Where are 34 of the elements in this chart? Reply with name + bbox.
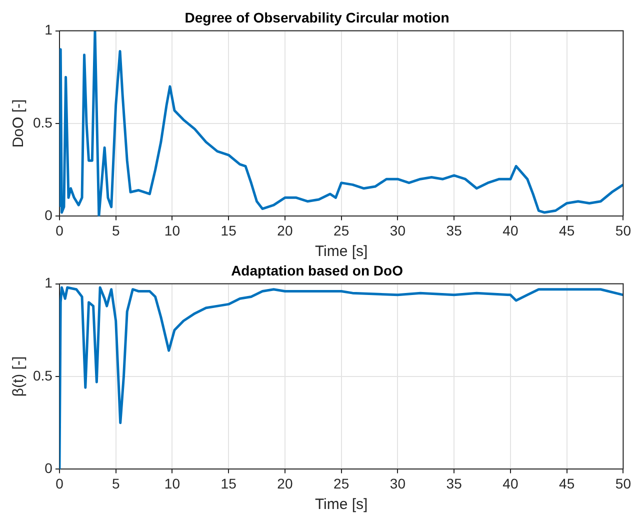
x-tick-label: 30 xyxy=(390,222,406,238)
y-tick-label: 1 xyxy=(44,274,53,291)
x-tick-label: 5 xyxy=(112,222,120,238)
x-tick-label: 25 xyxy=(334,475,350,492)
x-tick-label: 50 xyxy=(615,475,632,492)
x-tick-label: 0 xyxy=(56,475,64,492)
y-axis-title: β(t) [-] xyxy=(10,356,28,397)
y-tick-label: 1 xyxy=(44,22,53,38)
y-tick-label: 0 xyxy=(44,460,53,476)
y-tick-label: 0.5 xyxy=(32,114,53,130)
x-tick-label: 35 xyxy=(446,222,462,238)
x-tick-label: 40 xyxy=(502,475,518,492)
x-tick-label: 15 xyxy=(220,475,237,492)
x-tick-label: 0 xyxy=(56,222,64,238)
x-axis-title: Time [s] xyxy=(314,496,368,514)
x-tick-label: 5 xyxy=(112,475,120,492)
x-tick-label: 50 xyxy=(615,222,632,238)
chart-title: Adaptation based on DoO xyxy=(231,262,404,278)
y-tick-label: 0 xyxy=(44,207,53,224)
x-tick-label: 40 xyxy=(502,222,518,238)
chart-title: Degree of Observability Circular motion xyxy=(184,9,450,26)
x-tick-label: 15 xyxy=(220,222,237,238)
x-tick-label: 10 xyxy=(164,222,180,238)
x-tick-label: 10 xyxy=(164,475,180,492)
x-tick-label: 30 xyxy=(390,475,406,492)
y-tick-label: 0.5 xyxy=(32,367,53,384)
x-tick-label: 20 xyxy=(277,222,293,238)
x-tick-label: 45 xyxy=(559,222,575,238)
y-axis-title: DoO [-] xyxy=(10,99,28,148)
x-tick-label: 20 xyxy=(277,475,293,492)
x-tick-label: 45 xyxy=(559,475,575,492)
x-tick-label: 25 xyxy=(334,222,350,238)
x-tick-label: 35 xyxy=(446,475,462,492)
x-axis-title: Time [s] xyxy=(314,243,368,260)
